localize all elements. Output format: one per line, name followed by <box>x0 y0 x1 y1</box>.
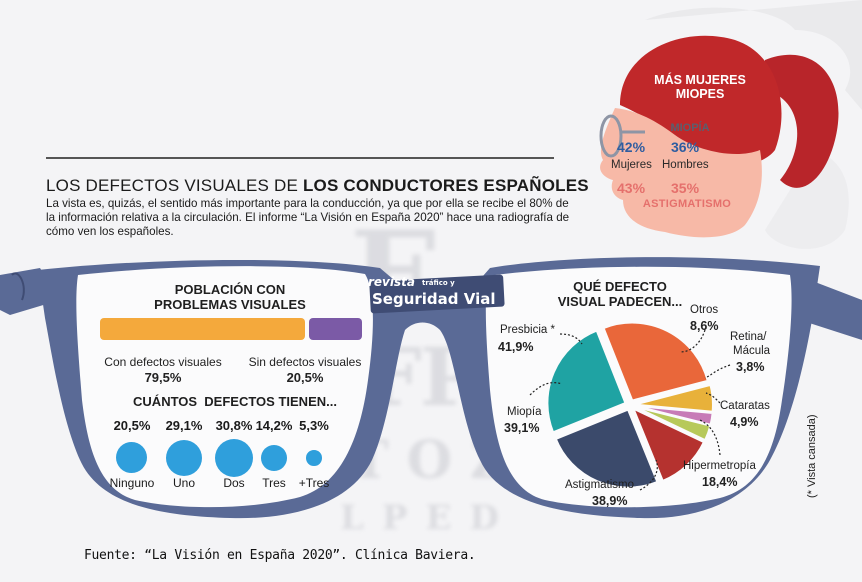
logo-line2: Seguridad Vial <box>372 290 496 308</box>
population-title-line2: PROBLEMAS VISUALES <box>154 297 306 312</box>
eye-chart-row-4: LPED <box>340 498 517 538</box>
count-label: Ninguno <box>109 476 155 490</box>
count-label: Dos <box>223 476 245 490</box>
head-title-line1: MÁS MUJERES <box>654 73 746 87</box>
myopia-label: MIOPÍA <box>670 122 710 134</box>
pie-label-retina: Retina/ <box>730 331 767 343</box>
pie-value-miopia: 39,1% <box>504 421 540 435</box>
pie-label-hipermetropia: Hipermetropía <box>683 460 756 472</box>
page-title-bold: LOS CONDUCTORES ESPAÑOLES <box>302 176 589 195</box>
population-bar-with <box>100 318 305 340</box>
count-value: 29,1% <box>165 418 203 433</box>
population-title: POBLACIÓN CON PROBLEMAS VISUALES <box>130 282 330 312</box>
intro-text: La vista es, quizás, el sentido más impo… <box>46 197 570 238</box>
men-myopia-value: 36% <box>671 139 700 155</box>
with-defects-value: 79,5% <box>144 370 182 385</box>
count-value: 20,5% <box>113 418 151 433</box>
population-bar-without <box>309 318 362 340</box>
head-illustration <box>599 0 862 249</box>
pie-label-miopia: Miopía <box>507 406 542 418</box>
astigmatism-label: ASTIGMATISMO <box>642 198 732 210</box>
women-astig-value: 43% <box>617 180 646 196</box>
without-defects-label: Sin defectos visuales <box>248 355 362 369</box>
with-defects-label: Con defectos visuales <box>104 355 222 369</box>
pie-value-otros: 8,6% <box>690 319 719 333</box>
count-circle <box>306 450 322 466</box>
footnote: (* Vista cansada) <box>806 414 818 498</box>
count-label: +Tres <box>298 476 330 490</box>
population-bar <box>100 318 362 340</box>
men-astig-value: 35% <box>671 180 700 196</box>
without-defects-value: 20,5% <box>286 370 324 385</box>
count-value: 30,8% <box>215 418 253 433</box>
pie-value-cataratas: 4,9% <box>730 415 759 429</box>
count-circle <box>215 439 253 477</box>
page-title: LOS DEFECTOS VISUALES DE LOS CONDUCTORES… <box>46 176 589 196</box>
count-title: CUÁNTOS DEFECTOS TIENEN... <box>133 394 337 409</box>
logo-small: tráfico y <box>422 279 455 287</box>
page-title-light: LOS DEFECTOS VISUALES DE <box>46 176 299 195</box>
source-text: Fuente: “La Visión en España 2020”. Clín… <box>84 548 476 563</box>
count-label: Uno <box>172 476 195 490</box>
population-title-line1: POBLACIÓN CON <box>174 282 286 297</box>
defects-title-line2: VISUAL PADECEN... <box>557 294 683 309</box>
pie-label-macula: Mácula <box>733 345 771 357</box>
count-value: 5,3% <box>299 418 329 433</box>
women-label: Mujeres <box>611 159 652 171</box>
defects-title-line1: QUÉ DEFECTO <box>573 279 667 294</box>
pie-slice-6 <box>546 329 627 434</box>
pie-label-astigmatismo: Astigmatismo <box>565 479 635 491</box>
head-title: MÁS MUJERES MIOPES <box>640 73 760 101</box>
pie-label-cataratas: Cataratas <box>720 400 770 412</box>
women-myopia-value: 42% <box>617 139 646 155</box>
logo-line1: revista <box>368 275 415 289</box>
count-circle <box>116 442 148 474</box>
defects-title: QUÉ DEFECTO VISUAL PADECEN... <box>540 279 700 309</box>
count-row: 20,5% Ninguno 29,1% Uno 30,8% Dos 14,2% Tres 5,3… <box>100 418 350 493</box>
count-value: 14,2% <box>255 418 293 433</box>
head-title-line2: MIOPES <box>675 87 725 101</box>
men-label: Hombres <box>662 159 709 171</box>
count-circle <box>261 445 287 471</box>
pie-value-hipermetropia: 18,4% <box>702 475 738 489</box>
pie-label-presbicia: Presbicia * <box>500 324 555 336</box>
pie-value-astigmatismo: 38,9% <box>592 494 628 508</box>
pie-label-otros: Otros <box>690 304 719 316</box>
title-rule <box>46 157 554 159</box>
count-label: Tres <box>262 476 286 490</box>
defects-pie-chart <box>546 321 714 489</box>
magazine-logo: revista tráfico y Seguridad Vial <box>368 274 505 314</box>
pie-value-presbicia: 41,9% <box>498 340 534 354</box>
pie-value-retina: 3,8% <box>736 360 765 374</box>
count-circle <box>165 439 203 477</box>
